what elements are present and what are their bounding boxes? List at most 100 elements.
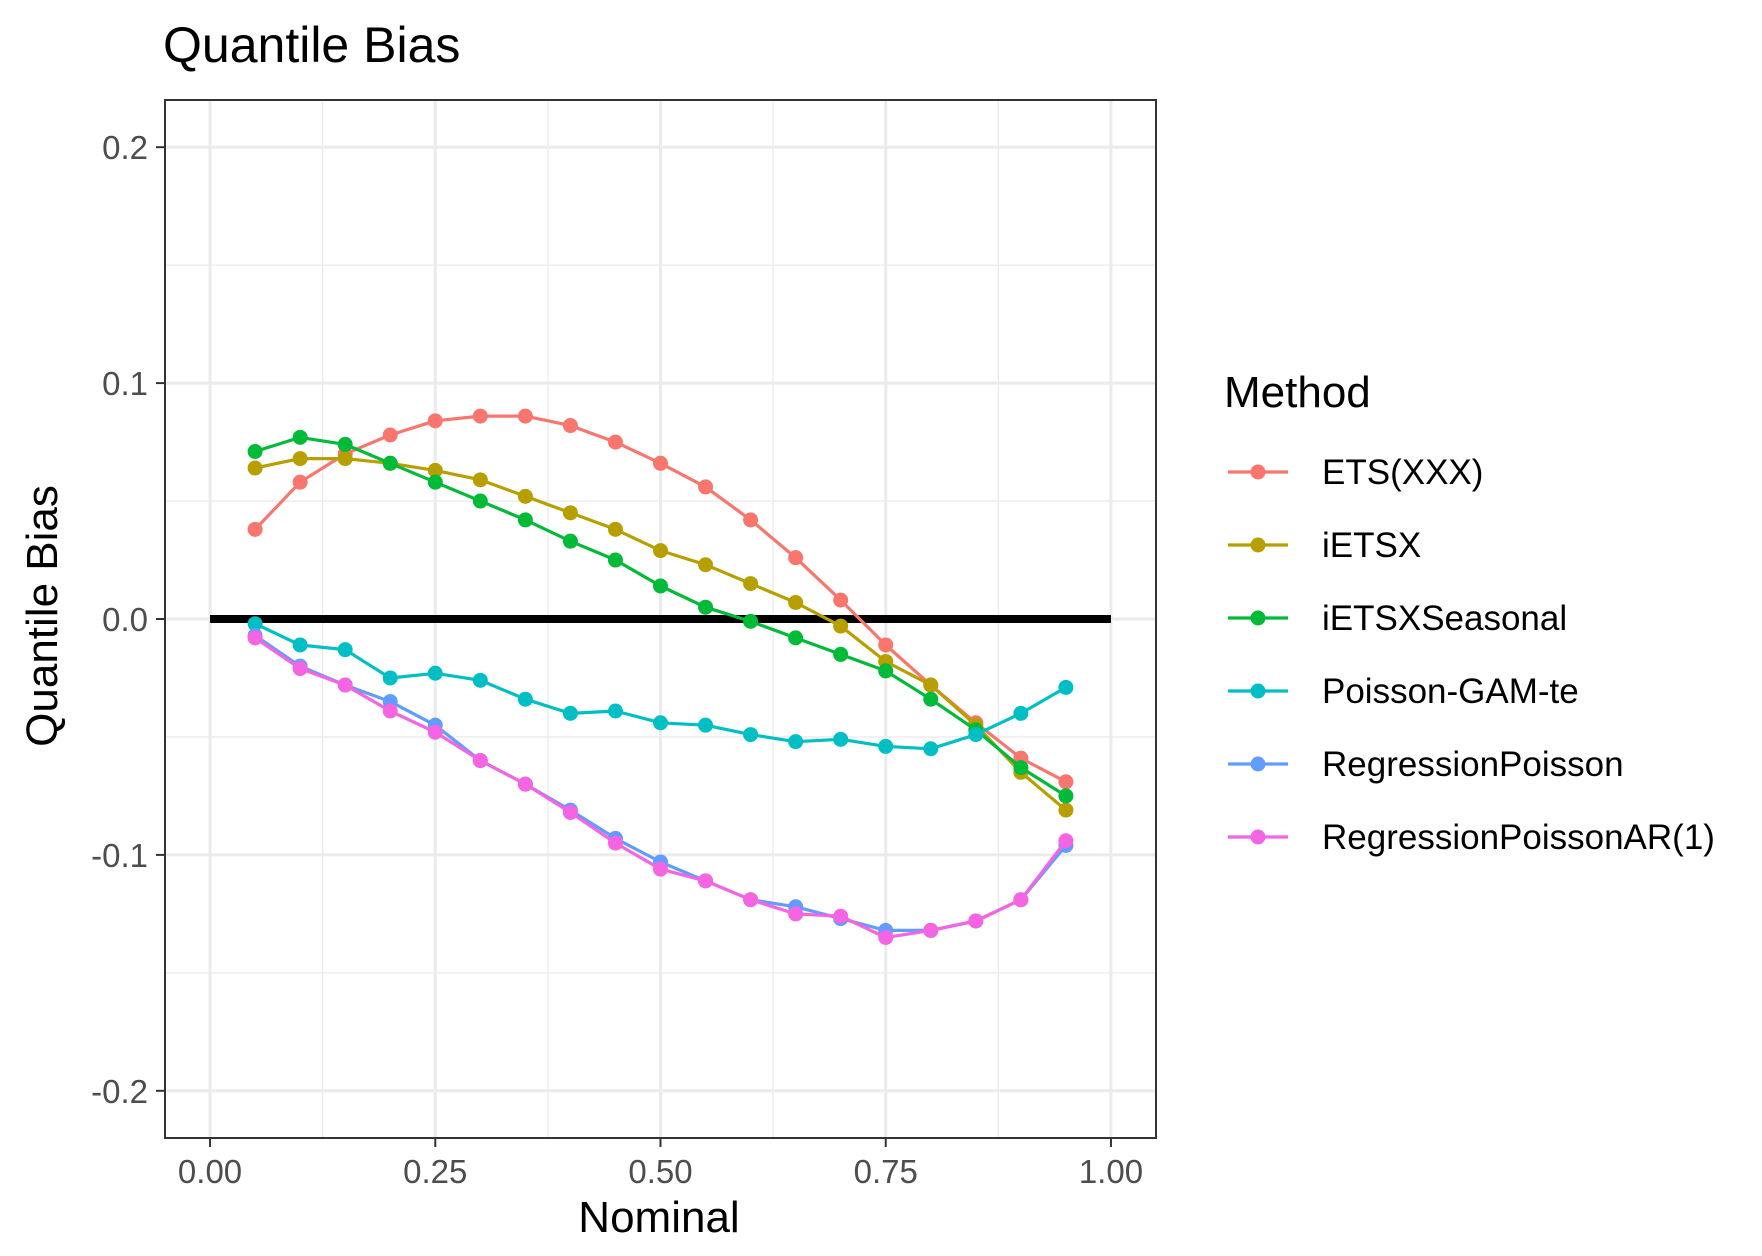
legend: Method ETS(XXX) iETSX iETSXSeasonal Poisson… — [1224, 368, 1715, 857]
data-point-poisson-gam-te — [247, 616, 263, 632]
legend-title: Method — [1224, 368, 1371, 417]
data-point-regressionpoissonar-1 — [743, 892, 759, 908]
data-point-ets-xxx — [1058, 774, 1074, 790]
data-point-regressionpoissonar-1 — [653, 861, 668, 877]
y-tick-label: -0.2 — [91, 1073, 148, 1110]
data-point-ets-xxx — [653, 455, 668, 471]
legend-label: ETS(XXX) — [1322, 453, 1483, 492]
data-point-ietsxseasonal — [382, 455, 398, 471]
data-point-poisson-gam-te — [833, 731, 849, 747]
data-point-regressionpoissonar-1 — [247, 630, 263, 646]
data-point-poisson-gam-te — [382, 670, 398, 686]
data-point-ietsxseasonal — [562, 533, 578, 549]
y-axis: -0.2 -0.1 0.0 0.1 0.2 — [91, 129, 165, 1110]
series-layer — [247, 408, 1074, 945]
data-point-ets-xxx — [292, 474, 308, 490]
legend-key-point — [1250, 829, 1266, 845]
data-point-ets-xxx — [878, 637, 894, 653]
data-point-regressionpoissonar-1 — [427, 724, 443, 740]
data-point-poisson-gam-te — [923, 741, 939, 757]
data-point-ietsxseasonal — [698, 599, 714, 615]
legend-label: Poisson-GAM-te — [1322, 672, 1579, 711]
data-point-regressionpoissonar-1 — [968, 913, 984, 929]
data-point-ets-xxx — [472, 408, 488, 424]
data-point-poisson-gam-te — [878, 738, 894, 754]
data-point-poisson-gam-te — [517, 691, 533, 707]
data-point-ietsxseasonal — [247, 444, 263, 460]
data-point-ietsxseasonal — [1013, 760, 1029, 776]
y-tick-label: 0.2 — [102, 129, 148, 166]
data-point-ietsx — [923, 677, 939, 693]
y-tick-label: 0.0 — [102, 601, 148, 638]
data-point-ietsx — [247, 460, 263, 476]
legend-items: ETS(XXX) iETSX iETSXSeasonal Poisson-GAM-te… — [1228, 453, 1715, 857]
data-point-ietsxseasonal — [292, 429, 308, 445]
plot-panel — [164, 99, 1157, 1139]
data-point-regressionpoissonar-1 — [337, 677, 353, 693]
data-point-regressionpoissonar-1 — [698, 873, 714, 889]
y-axis-title: Quantile Bias — [18, 485, 67, 747]
data-point-poisson-gam-te — [562, 705, 578, 721]
series-regressionpoissonar-1 — [247, 630, 1074, 945]
data-point-ets-xxx — [382, 427, 398, 443]
data-point-ietsxseasonal — [517, 512, 533, 528]
data-point-ietsxseasonal — [607, 552, 623, 568]
data-point-ets-xxx — [247, 521, 263, 537]
data-point-ietsxseasonal — [878, 663, 894, 679]
x-tick-label: 0.50 — [628, 1153, 692, 1190]
legend-key-point — [1250, 610, 1266, 626]
data-point-ietsxseasonal — [1058, 788, 1074, 804]
data-point-regressionpoissonar-1 — [382, 703, 398, 719]
data-point-poisson-gam-te — [1013, 705, 1029, 721]
legend-key-point — [1250, 756, 1266, 772]
data-point-ietsx — [562, 505, 578, 521]
data-point-ietsxseasonal — [833, 646, 849, 662]
data-point-regressionpoissonar-1 — [292, 661, 308, 677]
data-point-regressionpoissonar-1 — [1013, 892, 1029, 908]
data-point-poisson-gam-te — [607, 703, 623, 719]
x-tick-label: 0.75 — [854, 1153, 918, 1190]
data-point-ietsx — [743, 576, 759, 592]
data-point-regressionpoissonar-1 — [833, 908, 849, 924]
data-point-ietsx — [517, 488, 533, 504]
data-point-ietsx — [698, 557, 714, 573]
data-point-regressionpoissonar-1 — [923, 922, 939, 938]
data-point-poisson-gam-te — [698, 717, 714, 733]
data-point-regressionpoissonar-1 — [562, 804, 578, 820]
data-point-ietsxseasonal — [472, 493, 488, 509]
data-point-ietsx — [337, 451, 353, 467]
legend-item-ets-xxx: ETS(XXX) — [1228, 453, 1483, 492]
data-point-poisson-gam-te — [472, 672, 488, 688]
x-axis: 0.00 0.25 0.50 0.75 1.00 — [178, 1138, 1143, 1190]
data-point-regressionpoissonar-1 — [878, 929, 894, 945]
data-point-poisson-gam-te — [427, 665, 443, 681]
data-point-ietsx — [607, 521, 623, 537]
data-point-ietsx — [427, 462, 443, 478]
data-point-ets-xxx — [607, 434, 623, 450]
data-point-ietsx — [833, 618, 849, 634]
data-point-ets-xxx — [427, 413, 443, 429]
data-point-ietsxseasonal — [923, 691, 939, 707]
x-tick-label: 0.25 — [403, 1153, 467, 1190]
data-point-regressionpoissonar-1 — [1058, 833, 1074, 849]
x-tick-label: 0.00 — [178, 1153, 242, 1190]
data-point-regressionpoissonar-1 — [517, 776, 533, 792]
data-point-ets-xxx — [833, 592, 849, 608]
x-axis-title: Nominal — [578, 1193, 739, 1242]
data-point-ietsx — [788, 594, 804, 610]
data-point-ietsx — [1058, 802, 1074, 818]
data-point-regressionpoissonar-1 — [607, 835, 623, 851]
data-point-poisson-gam-te — [1058, 679, 1074, 695]
data-point-poisson-gam-te — [743, 727, 759, 743]
chart-title: Quantile Bias — [163, 17, 460, 73]
data-point-ietsx — [292, 451, 308, 467]
legend-item-ietsx: iETSX — [1228, 526, 1421, 565]
data-point-ietsx — [472, 472, 488, 488]
legend-item-regressionpoisson: RegressionPoisson — [1228, 745, 1624, 784]
legend-key-point — [1250, 537, 1266, 553]
y-tick-label: -0.1 — [91, 837, 148, 874]
legend-item-poisson-gam-te: Poisson-GAM-te — [1228, 672, 1579, 711]
legend-label: RegressionPoisson — [1322, 745, 1624, 784]
data-point-regressionpoissonar-1 — [788, 906, 804, 922]
data-point-ets-xxx — [698, 479, 714, 495]
